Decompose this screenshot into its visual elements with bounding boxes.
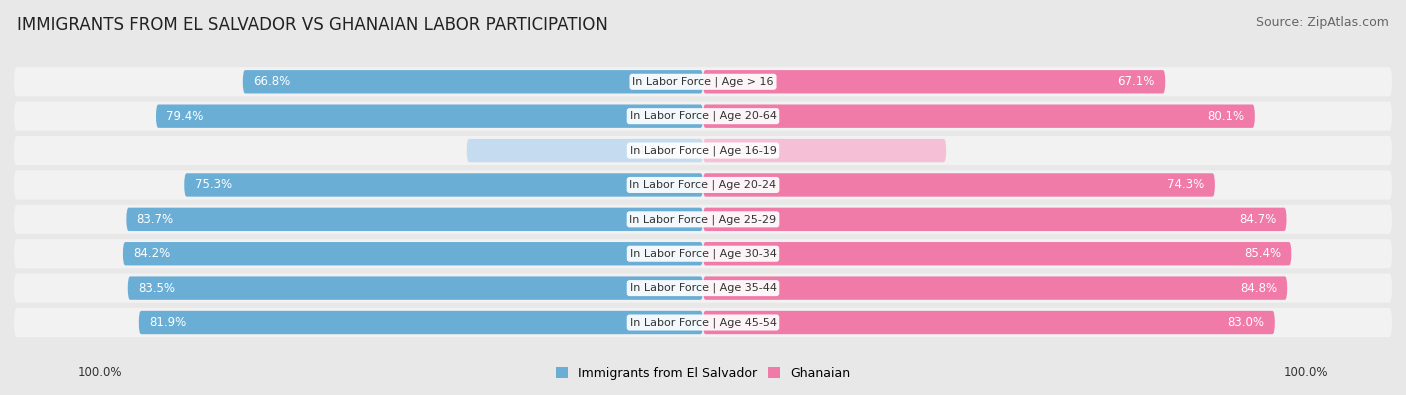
- FancyBboxPatch shape: [467, 139, 703, 162]
- Text: In Labor Force | Age 25-29: In Labor Force | Age 25-29: [630, 214, 776, 225]
- FancyBboxPatch shape: [128, 276, 703, 300]
- Text: In Labor Force | Age > 16: In Labor Force | Age > 16: [633, 77, 773, 87]
- Text: 67.1%: 67.1%: [1118, 75, 1154, 88]
- Text: 83.5%: 83.5%: [138, 282, 176, 295]
- Text: 35.3%: 35.3%: [740, 144, 776, 157]
- FancyBboxPatch shape: [703, 242, 1291, 265]
- Text: 83.0%: 83.0%: [1227, 316, 1264, 329]
- FancyBboxPatch shape: [14, 273, 1392, 303]
- Text: 74.3%: 74.3%: [1167, 179, 1205, 192]
- Text: 85.4%: 85.4%: [1244, 247, 1281, 260]
- FancyBboxPatch shape: [156, 105, 703, 128]
- Text: 81.9%: 81.9%: [149, 316, 187, 329]
- Legend: Immigrants from El Salvador, Ghanaian: Immigrants from El Salvador, Ghanaian: [551, 362, 855, 385]
- FancyBboxPatch shape: [184, 173, 703, 197]
- FancyBboxPatch shape: [14, 102, 1392, 131]
- FancyBboxPatch shape: [243, 70, 703, 94]
- Text: In Labor Force | Age 35-44: In Labor Force | Age 35-44: [630, 283, 776, 293]
- Text: Source: ZipAtlas.com: Source: ZipAtlas.com: [1256, 16, 1389, 29]
- FancyBboxPatch shape: [14, 170, 1392, 199]
- FancyBboxPatch shape: [703, 173, 1215, 197]
- Text: 100.0%: 100.0%: [77, 366, 122, 379]
- Text: 66.8%: 66.8%: [253, 75, 291, 88]
- FancyBboxPatch shape: [14, 67, 1392, 96]
- Text: 75.3%: 75.3%: [194, 179, 232, 192]
- FancyBboxPatch shape: [122, 242, 703, 265]
- FancyBboxPatch shape: [139, 311, 703, 334]
- FancyBboxPatch shape: [703, 70, 1166, 94]
- Text: IMMIGRANTS FROM EL SALVADOR VS GHANAIAN LABOR PARTICIPATION: IMMIGRANTS FROM EL SALVADOR VS GHANAIAN …: [17, 16, 607, 34]
- Text: 80.1%: 80.1%: [1208, 110, 1244, 123]
- FancyBboxPatch shape: [703, 139, 946, 162]
- Text: 100.0%: 100.0%: [1284, 366, 1329, 379]
- FancyBboxPatch shape: [14, 308, 1392, 337]
- Text: In Labor Force | Age 16-19: In Labor Force | Age 16-19: [630, 145, 776, 156]
- Text: In Labor Force | Age 20-24: In Labor Force | Age 20-24: [630, 180, 776, 190]
- FancyBboxPatch shape: [14, 205, 1392, 234]
- Text: 79.4%: 79.4%: [166, 110, 204, 123]
- FancyBboxPatch shape: [703, 208, 1286, 231]
- FancyBboxPatch shape: [14, 136, 1392, 165]
- FancyBboxPatch shape: [703, 105, 1254, 128]
- Text: In Labor Force | Age 30-34: In Labor Force | Age 30-34: [630, 248, 776, 259]
- FancyBboxPatch shape: [703, 311, 1275, 334]
- FancyBboxPatch shape: [703, 276, 1288, 300]
- Text: 84.7%: 84.7%: [1239, 213, 1277, 226]
- Text: 84.2%: 84.2%: [134, 247, 170, 260]
- FancyBboxPatch shape: [14, 239, 1392, 268]
- Text: 34.3%: 34.3%: [630, 144, 668, 157]
- Text: 84.8%: 84.8%: [1240, 282, 1277, 295]
- FancyBboxPatch shape: [127, 208, 703, 231]
- Text: In Labor Force | Age 20-64: In Labor Force | Age 20-64: [630, 111, 776, 121]
- Text: 83.7%: 83.7%: [136, 213, 174, 226]
- Text: In Labor Force | Age 45-54: In Labor Force | Age 45-54: [630, 317, 776, 328]
